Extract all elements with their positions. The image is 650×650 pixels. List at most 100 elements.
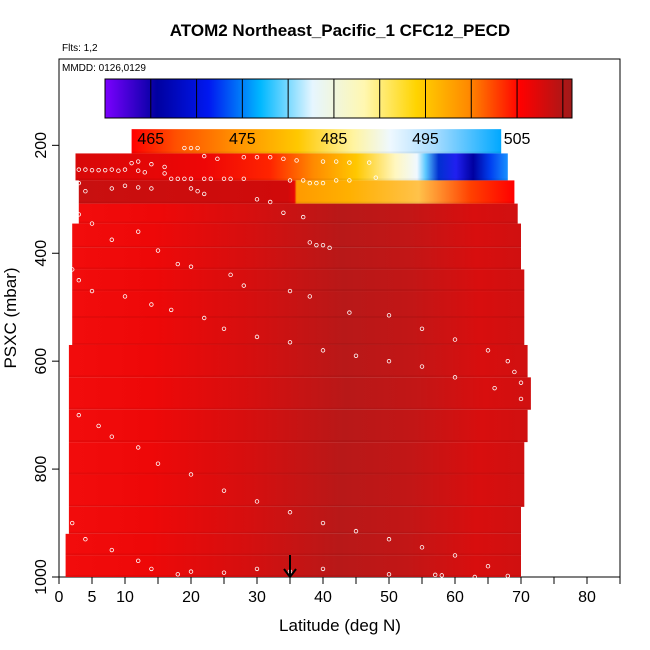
data-point	[155, 461, 161, 466]
colorbar-tick-label: 475	[229, 131, 256, 148]
data-point	[287, 510, 293, 515]
data-point	[109, 167, 114, 172]
data-point	[287, 288, 293, 294]
y-tick-label: 1000	[33, 559, 50, 595]
data-point	[367, 160, 372, 165]
heatmap-layer	[131, 129, 502, 154]
data-point	[175, 261, 180, 267]
data-point	[201, 191, 207, 197]
colorbar-gradient	[104, 78, 573, 119]
data-point	[307, 240, 312, 245]
data-point	[221, 570, 227, 575]
data-point	[175, 572, 180, 577]
y-axis-label: PSXC (mbar)	[1, 267, 20, 368]
data-point	[76, 167, 81, 172]
data-point	[452, 337, 458, 342]
x-tick-label: 70	[512, 589, 530, 606]
data-point	[334, 178, 339, 183]
x-axis-label: Latitude (deg N)	[279, 616, 401, 635]
heatmap-layer-edge	[72, 289, 525, 292]
data-point	[76, 180, 81, 186]
data-point	[347, 160, 352, 165]
x-tick-label: 40	[314, 589, 332, 606]
x-tick-label: 5	[88, 589, 97, 606]
data-point	[287, 340, 293, 345]
x-tick-label: 60	[446, 589, 464, 606]
data-point	[102, 167, 108, 173]
heatmap-layer-edge	[68, 375, 528, 378]
data-point	[419, 364, 425, 369]
heatmap-layer	[65, 555, 521, 577]
heatmap-layer-edge	[68, 440, 528, 443]
data-point	[155, 248, 161, 253]
data-points	[69, 145, 524, 580]
data-point	[96, 423, 101, 429]
dates-note: MMDD: 0126,0129	[62, 63, 146, 74]
heatmap-layer-edge	[72, 342, 525, 345]
data-point	[188, 145, 194, 151]
x-tick-label: 80	[578, 589, 596, 606]
x-tick-label: 30	[248, 589, 266, 606]
y-axis: 200 400 600 800 1000	[33, 132, 59, 595]
data-point	[386, 537, 392, 542]
colorbar-tick-label: 465	[137, 131, 164, 148]
heatmap-layer-edge	[72, 316, 525, 318]
data-point	[320, 520, 326, 526]
data-point	[320, 566, 326, 572]
data-point	[215, 156, 220, 162]
data-point	[241, 283, 246, 288]
data-point	[268, 199, 273, 205]
data-point	[195, 188, 200, 194]
data-point	[135, 445, 141, 450]
data-point	[149, 302, 154, 307]
heatmap-layer	[72, 247, 521, 270]
data-point	[254, 334, 260, 340]
data-point	[76, 212, 81, 217]
data-point	[433, 572, 438, 578]
heatmap-layer	[68, 377, 531, 410]
data-point	[472, 574, 477, 580]
data-point	[254, 566, 260, 572]
data-point	[195, 145, 200, 151]
heatmap-layer	[75, 153, 508, 181]
colorbar-tick-label: 495	[412, 131, 439, 148]
data-point	[334, 159, 339, 164]
colorbar: 465 475 485 495 505	[104, 78, 573, 148]
data-point	[122, 183, 128, 189]
data-point	[505, 573, 510, 579]
heatmap-layer-edge	[65, 553, 521, 556]
data-point	[149, 186, 154, 191]
data-point	[228, 272, 233, 278]
data-point	[221, 176, 227, 181]
x-tick-label: 0	[55, 589, 64, 606]
data-point	[386, 572, 392, 577]
y-tick-label: 600	[33, 348, 50, 375]
data-point	[320, 242, 326, 248]
data-point	[168, 307, 174, 313]
data-point	[76, 412, 81, 418]
data-point	[83, 167, 88, 172]
heatmap-layer	[68, 442, 525, 475]
data-point	[241, 176, 246, 181]
data-point	[76, 278, 81, 283]
data-point	[386, 313, 392, 318]
data-point	[149, 566, 154, 572]
heatmap-layer	[68, 474, 525, 507]
heatmap-layer	[78, 203, 518, 224]
data-point	[188, 186, 194, 191]
heatmap-layer-edge	[78, 201, 515, 204]
data-point	[320, 159, 326, 164]
data-point	[512, 369, 517, 375]
x-tick-label: 50	[380, 589, 398, 606]
data-point	[485, 564, 491, 569]
data-point	[320, 180, 326, 186]
colorbar-tick-label: 485	[321, 131, 348, 148]
data-point	[201, 315, 207, 321]
data-point	[294, 158, 299, 163]
x-axis: 0 5 10 20 30 40 50 60 70 80	[55, 577, 621, 606]
data-point	[314, 180, 319, 186]
data-point	[307, 180, 312, 186]
heatmap-layer	[78, 180, 515, 204]
data-point	[135, 185, 141, 190]
